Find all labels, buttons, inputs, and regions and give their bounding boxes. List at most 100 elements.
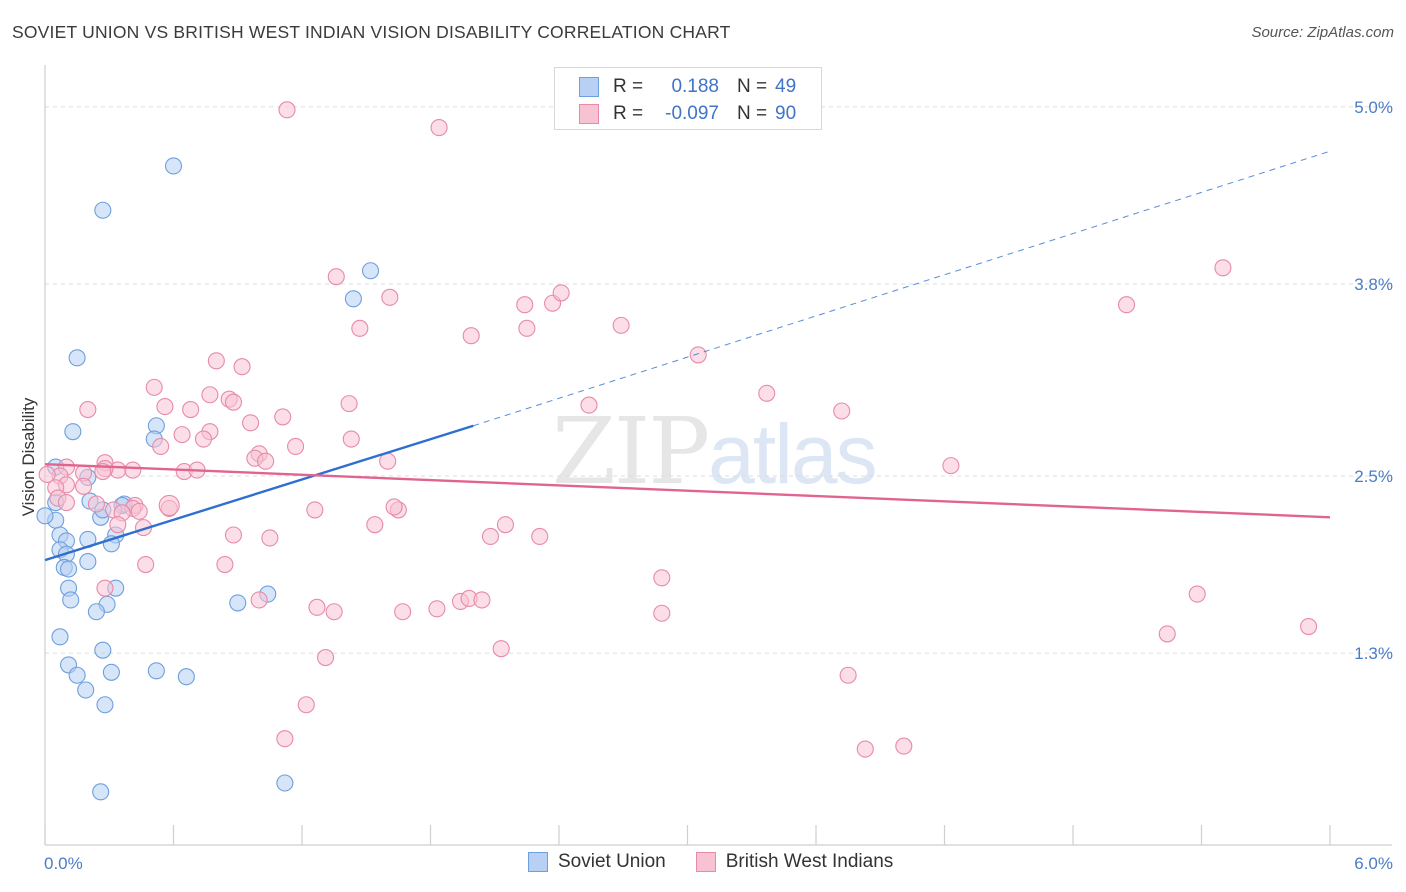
axes [44,65,1392,846]
bwi-point[interactable] [394,603,412,621]
bwi-point[interactable] [516,296,534,314]
bwi-point[interactable] [653,604,671,622]
bwi-point[interactable] [366,516,384,534]
bwi-point[interactable] [430,119,448,137]
bwi-point[interactable] [87,495,105,513]
soviet-point[interactable] [94,641,112,659]
series-legend: Soviet Union British West Indians [528,851,923,873]
bwi-point[interactable] [1158,625,1176,643]
bwi-point[interactable] [342,430,360,448]
bwi-point[interactable] [308,598,326,616]
bwi-point[interactable] [152,437,170,455]
bwi-point[interactable] [257,452,275,470]
bwi-point[interactable] [278,101,296,119]
bwi-point[interactable] [57,493,75,512]
bwi-point[interactable] [340,395,358,413]
legend-item-bwi[interactable]: British West Indians [695,851,893,873]
bwi-point[interactable] [833,402,851,420]
bwi-point[interactable] [233,358,251,376]
bwi-point[interactable] [216,555,234,574]
bwi-point[interactable] [473,591,491,609]
soviet-point[interactable] [177,668,195,686]
bwi-point[interactable] [612,316,630,334]
bwi-point[interactable] [75,477,93,495]
soviet-point[interactable] [60,560,78,578]
bwi-point[interactable] [194,430,213,448]
soviet-point[interactable] [51,628,69,646]
bwi-point[interactable] [242,414,260,432]
bwi-point[interactable] [250,591,268,609]
legend-item-soviet[interactable]: Soviet Union [528,851,666,873]
bwi-point[interactable] [109,516,127,534]
bwi-point[interactable] [1188,585,1206,603]
bwi-point[interactable] [145,378,163,396]
bwi-point[interactable] [856,740,874,758]
soviet-point[interactable] [36,507,54,525]
soviet-point[interactable] [77,681,95,699]
bwi-point[interactable] [261,529,279,547]
bwi-point[interactable] [306,501,324,519]
soviet-point[interactable] [164,157,183,175]
bwi-point[interactable] [327,268,345,286]
bwi-point[interactable] [274,408,292,426]
bwi-point[interactable] [1300,617,1318,636]
bwi-point[interactable] [287,437,305,455]
bwi-point[interactable] [552,284,570,302]
soviet-point[interactable] [79,553,97,571]
bwi-point[interactable] [297,696,315,714]
bwi-point[interactable] [158,494,180,517]
bwi-point[interactable] [492,640,510,658]
bwi-point[interactable] [689,346,707,364]
bwi-point[interactable] [385,498,403,516]
soviet-point[interactable] [68,666,86,684]
soviet-point[interactable] [102,663,120,681]
bwi-point[interactable] [276,730,294,748]
bwi-point[interactable] [462,327,480,345]
bwi-point[interactable] [758,384,776,402]
bwi-point[interactable] [130,502,148,520]
bwi-point[interactable] [496,516,515,534]
bwi-point[interactable] [481,527,500,546]
bwi-point[interactable] [531,527,549,546]
soviet-point[interactable] [87,603,105,621]
bwi-point[interactable] [224,393,243,411]
bwi-point[interactable] [137,555,155,574]
bwi-point[interactable] [79,400,97,419]
bwi-point[interactable] [580,396,598,414]
bwi-point[interactable] [942,457,960,475]
soviet-point[interactable] [96,696,114,714]
soviet-point[interactable] [361,262,380,280]
bwi-point[interactable] [124,461,142,479]
soviet-point[interactable] [94,201,112,219]
r-value: 0.188 [671,76,719,97]
bwi-point[interactable] [173,426,191,444]
bwi-point[interactable] [201,386,219,404]
bwi-point[interactable] [182,400,200,419]
soviet-point[interactable] [68,349,86,367]
bwi-point[interactable] [38,465,56,484]
bwi-point[interactable] [96,579,114,597]
soviet-point[interactable] [92,783,110,801]
bwi-point[interactable] [224,526,243,544]
bwi-point[interactable] [156,398,174,416]
watermark-atlas: atlas [708,407,877,501]
soviet-point[interactable] [62,591,80,609]
soviet-point[interactable] [64,423,82,441]
soviet-point[interactable] [229,594,247,612]
bwi-point[interactable] [317,648,335,667]
bwi-point[interactable] [839,666,857,684]
bwi-point[interactable] [895,737,913,755]
soviet-point[interactable] [344,290,362,308]
bwi-point[interactable] [1214,259,1232,277]
soviet-point[interactable] [147,662,165,680]
bwi-point[interactable] [518,319,536,337]
axis-labels: 1.3% 2.5% 3.8% 5.0% 0.0% 6.0% Vision Disabilit… [19,98,1393,873]
bwi-point[interactable] [428,600,446,618]
bwi-point[interactable] [351,319,369,337]
bwi-point[interactable] [1117,296,1136,314]
soviet-point[interactable] [276,774,294,792]
bwi-point[interactable] [325,603,343,621]
bwi-point[interactable] [381,288,399,306]
bwi-point[interactable] [207,352,225,370]
bwi-point[interactable] [653,569,671,587]
